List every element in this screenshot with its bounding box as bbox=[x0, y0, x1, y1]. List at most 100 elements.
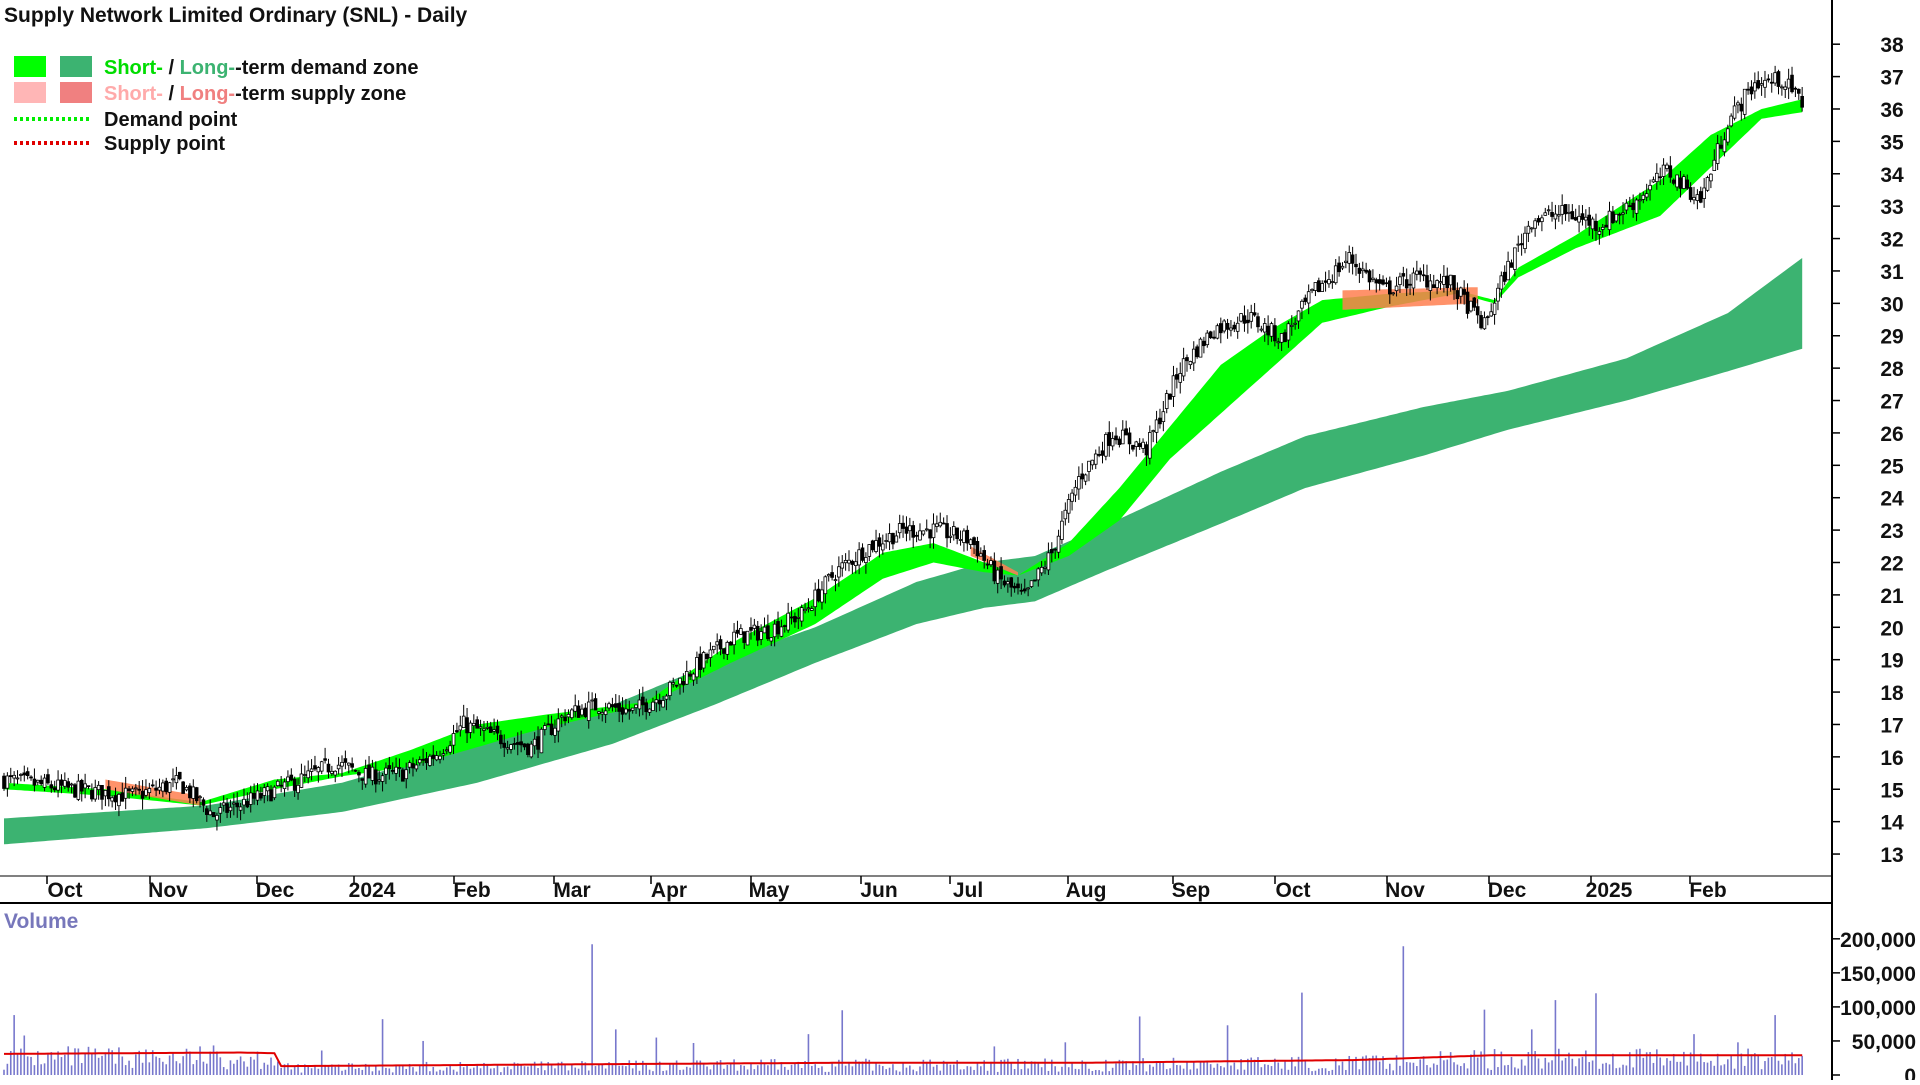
candle-body bbox=[1543, 212, 1548, 216]
candle-body bbox=[1009, 577, 1014, 588]
candle bbox=[1249, 304, 1254, 329]
candle bbox=[1516, 235, 1521, 252]
candle-body bbox=[739, 628, 743, 635]
candle bbox=[1283, 329, 1287, 343]
candle-body bbox=[985, 563, 990, 566]
candle-body bbox=[103, 790, 108, 797]
candle-body bbox=[319, 761, 324, 772]
candle-body bbox=[1120, 429, 1125, 445]
candle bbox=[1584, 209, 1588, 229]
volume-title: Volume bbox=[4, 910, 78, 933]
candle bbox=[691, 672, 696, 686]
candle-body bbox=[810, 608, 814, 611]
candle bbox=[59, 774, 64, 794]
candle-body bbox=[1465, 291, 1470, 314]
candle bbox=[204, 805, 209, 822]
candle bbox=[975, 536, 980, 563]
candle-body bbox=[1148, 432, 1152, 459]
candle-body bbox=[1560, 205, 1564, 215]
candle bbox=[1489, 303, 1494, 317]
candle bbox=[428, 753, 432, 767]
candle bbox=[610, 697, 615, 712]
candle bbox=[803, 602, 807, 614]
candle bbox=[1475, 299, 1480, 324]
candle bbox=[218, 802, 223, 823]
candle bbox=[8, 767, 13, 784]
candle bbox=[1391, 291, 1395, 296]
candle-body bbox=[722, 648, 726, 654]
candle bbox=[1536, 215, 1541, 226]
candle-body bbox=[485, 726, 490, 729]
x-tick-label: Apr bbox=[651, 879, 687, 902]
candle bbox=[1560, 194, 1564, 225]
candle-body bbox=[1509, 262, 1514, 268]
candle bbox=[127, 786, 131, 799]
candle-body bbox=[1458, 287, 1463, 297]
candle bbox=[678, 677, 682, 695]
candle bbox=[1310, 288, 1314, 294]
candle-body bbox=[921, 530, 926, 535]
candle bbox=[1033, 579, 1037, 582]
candle bbox=[1790, 66, 1794, 94]
candle bbox=[221, 795, 226, 812]
candle-body bbox=[380, 775, 385, 782]
candle-body bbox=[867, 544, 872, 557]
candle-body bbox=[691, 673, 696, 681]
candle-body bbox=[1306, 291, 1311, 304]
candle bbox=[245, 792, 250, 809]
candle-body bbox=[1144, 444, 1149, 456]
candle-body bbox=[630, 707, 635, 711]
candlesticks bbox=[2, 65, 1804, 831]
candle-body bbox=[32, 778, 37, 786]
candle bbox=[766, 614, 770, 642]
candle-body bbox=[1796, 88, 1801, 94]
candle-body bbox=[1404, 279, 1409, 289]
candle bbox=[580, 704, 584, 718]
candle bbox=[1722, 132, 1727, 157]
candle-body bbox=[421, 758, 425, 761]
candle-body bbox=[1317, 280, 1321, 293]
candle-body bbox=[1374, 279, 1379, 284]
candle bbox=[573, 694, 578, 718]
candle-body bbox=[820, 589, 824, 603]
candle bbox=[25, 767, 30, 780]
candle-body bbox=[1496, 287, 1500, 302]
candle-body bbox=[46, 774, 50, 784]
candle-body bbox=[1198, 338, 1203, 358]
candle-body bbox=[1627, 205, 1632, 208]
candle bbox=[1442, 265, 1446, 293]
candle-body bbox=[1519, 243, 1524, 246]
candle bbox=[1638, 192, 1642, 210]
candle bbox=[1100, 441, 1105, 464]
candle bbox=[2, 772, 6, 791]
candle-body bbox=[688, 673, 692, 677]
candle-body bbox=[553, 727, 557, 736]
candle-body bbox=[603, 710, 608, 715]
candle bbox=[1445, 267, 1450, 297]
candle-body bbox=[1590, 218, 1595, 230]
candle bbox=[1600, 224, 1605, 237]
candle bbox=[411, 757, 415, 777]
candle-body bbox=[847, 559, 851, 564]
y-tick-label: 38 bbox=[1880, 34, 1904, 57]
candle-body bbox=[1012, 585, 1017, 589]
candle bbox=[1502, 265, 1507, 286]
candle bbox=[1435, 279, 1439, 295]
candle-body bbox=[242, 798, 246, 806]
candle bbox=[93, 779, 98, 802]
candle bbox=[512, 737, 517, 750]
candle-body bbox=[113, 795, 118, 803]
candle-body bbox=[995, 569, 1000, 584]
candle-body bbox=[935, 523, 939, 527]
candle-body bbox=[1769, 81, 1774, 84]
candle bbox=[468, 720, 473, 739]
candle-body bbox=[972, 537, 976, 546]
candle bbox=[1621, 202, 1625, 225]
candle-body bbox=[715, 641, 719, 646]
candle bbox=[465, 707, 469, 744]
candle bbox=[360, 778, 365, 790]
x-tick-label: Jul bbox=[953, 879, 983, 902]
candle bbox=[1256, 312, 1260, 333]
candle-body bbox=[776, 621, 780, 635]
candle bbox=[380, 772, 385, 792]
